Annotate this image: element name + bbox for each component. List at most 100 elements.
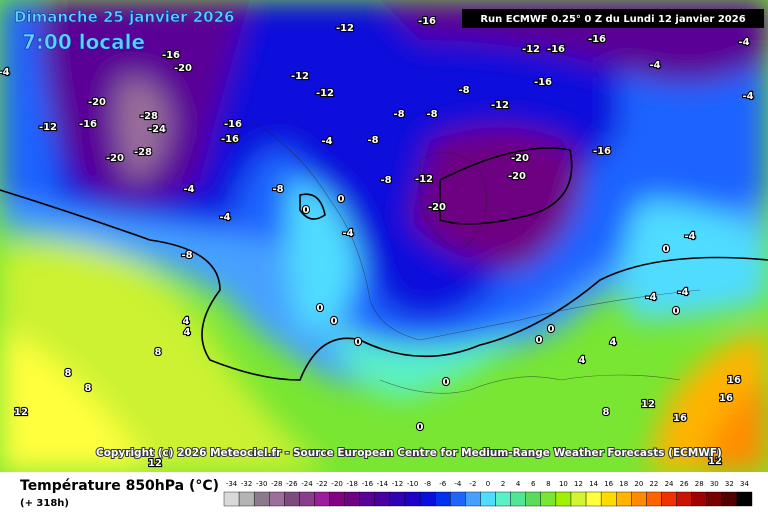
contour-label: -16 bbox=[593, 146, 611, 157]
contour-label: -12 bbox=[39, 122, 57, 133]
contour-label: -4 bbox=[321, 136, 332, 147]
contour-label: -4 bbox=[645, 292, 656, 303]
contour-label: 0 bbox=[673, 306, 680, 317]
contour-label: 4 bbox=[183, 316, 190, 327]
contour-label: 0 bbox=[355, 337, 362, 348]
legend-swatch bbox=[465, 491, 481, 507]
legend-tick: 30 bbox=[710, 480, 719, 488]
legend-tick: 0 bbox=[486, 480, 490, 488]
legend-swatch bbox=[631, 491, 647, 507]
legend-tick: 12 bbox=[574, 480, 583, 488]
legend-tick: 4 bbox=[516, 480, 521, 488]
contour-label: -8 bbox=[380, 175, 391, 186]
legend-tick: -12 bbox=[392, 480, 403, 488]
contour-label: -4 bbox=[183, 184, 194, 195]
contour-label: -8 bbox=[181, 250, 192, 261]
contour-label: -28 bbox=[134, 147, 152, 158]
legend-swatch bbox=[344, 491, 360, 507]
contour-label: -16 bbox=[418, 16, 436, 27]
contour-label: -4 bbox=[677, 287, 688, 298]
contour-label: 8 bbox=[603, 407, 610, 418]
legend-tick: -24 bbox=[301, 480, 313, 488]
contour-label: -4 bbox=[738, 37, 749, 48]
legend-tick: -26 bbox=[286, 480, 298, 488]
legend-tick: 28 bbox=[695, 480, 704, 488]
legend-swatch bbox=[540, 491, 557, 507]
legend-swatch bbox=[329, 491, 345, 507]
contour-label: 8 bbox=[155, 347, 162, 358]
contour-label: -12 bbox=[522, 44, 540, 55]
legend-swatch bbox=[661, 491, 677, 507]
contour-label: -16 bbox=[162, 50, 180, 61]
contour-label: 0 bbox=[536, 335, 543, 346]
legend-swatch bbox=[253, 491, 270, 507]
legend: -34 -32 -30 -28 -26 -24 -22 -20 -18 -16 -14 -12 -10-… bbox=[223, 480, 753, 507]
legend-tick: -34 bbox=[226, 480, 238, 488]
contour-label: -12 bbox=[291, 71, 309, 82]
contour-label: 0 bbox=[331, 316, 338, 327]
legend-swatch bbox=[435, 491, 451, 507]
legend-tick: 14 bbox=[589, 480, 598, 488]
contour-label: 12 bbox=[148, 458, 162, 469]
contour-label: 4 bbox=[184, 327, 191, 338]
legend-tick: -28 bbox=[271, 480, 282, 488]
contour-label: -8 bbox=[393, 109, 404, 120]
legend-tick: 10 bbox=[559, 480, 568, 488]
legend-swatch bbox=[480, 491, 496, 507]
contour-label: -16 bbox=[534, 77, 552, 88]
contour-label: 16 bbox=[727, 375, 741, 386]
legend-swatch bbox=[616, 491, 632, 507]
legend-tick: 26 bbox=[680, 480, 689, 488]
legend-tick: 18 bbox=[619, 480, 628, 488]
legend-tick: -10 bbox=[407, 480, 418, 488]
legend-tick: 16 bbox=[604, 480, 613, 488]
contour-label: 0 bbox=[303, 205, 310, 216]
legend-swatch bbox=[450, 491, 466, 507]
legend-tick: -6 bbox=[439, 480, 447, 488]
legend-swatch bbox=[269, 491, 285, 507]
run-box bbox=[462, 9, 764, 28]
legend-swatch bbox=[495, 491, 511, 507]
legend-tick: 32 bbox=[725, 480, 734, 488]
legend-tick: 34 bbox=[740, 480, 749, 488]
contour-label: -4 bbox=[342, 228, 353, 239]
lead-label: (+ 318h) bbox=[20, 498, 69, 509]
legend-swatch bbox=[299, 491, 315, 507]
legend-tick: 20 bbox=[634, 480, 643, 488]
contour-label: 16 bbox=[673, 413, 687, 424]
contour-label: 0 bbox=[338, 194, 345, 205]
contour-label: -20 bbox=[106, 153, 124, 164]
time-text: 7:00 locale bbox=[22, 30, 145, 54]
legend-tick: -8 bbox=[424, 480, 431, 488]
contour-label: 4 bbox=[579, 355, 586, 366]
legend-swatch bbox=[223, 491, 240, 507]
variable-label: Température 850hPa (°C) bbox=[20, 478, 219, 494]
legend-swatch bbox=[404, 491, 421, 507]
contour-label: -16 bbox=[547, 44, 565, 55]
legend-tick: -32 bbox=[241, 480, 252, 488]
legend-swatch bbox=[284, 491, 300, 507]
contour-label: 4 bbox=[610, 337, 617, 348]
legend-swatch bbox=[419, 491, 436, 507]
legend-tick: -14 bbox=[377, 480, 389, 488]
legend-tick: -4 bbox=[454, 480, 462, 488]
contour-label: -4 bbox=[649, 60, 660, 71]
legend-tick: -20 bbox=[331, 480, 342, 488]
contour-labels: -16-12-16-20-20-12 -16-28-24-28-20-16-16-… bbox=[0, 15, 755, 470]
contour-label: 8 bbox=[85, 383, 92, 394]
contour-label: -8 bbox=[367, 135, 378, 146]
contour-label: -16 bbox=[221, 134, 239, 145]
legend-swatch bbox=[359, 491, 376, 507]
legend-swatch bbox=[736, 491, 753, 507]
legend-swatch bbox=[510, 491, 526, 507]
contour-label: 0 bbox=[548, 324, 555, 335]
contour-label: -4 bbox=[684, 231, 695, 242]
legend-tick: 2 bbox=[501, 480, 505, 488]
legend-tick: 8 bbox=[546, 480, 550, 488]
legend-tick: -2 bbox=[469, 480, 476, 488]
legend-swatch bbox=[525, 491, 542, 507]
legend-swatch bbox=[646, 491, 662, 507]
contour-label: -4 bbox=[0, 67, 10, 78]
legend-swatch bbox=[389, 491, 406, 507]
contour-label: 0 bbox=[443, 377, 450, 388]
